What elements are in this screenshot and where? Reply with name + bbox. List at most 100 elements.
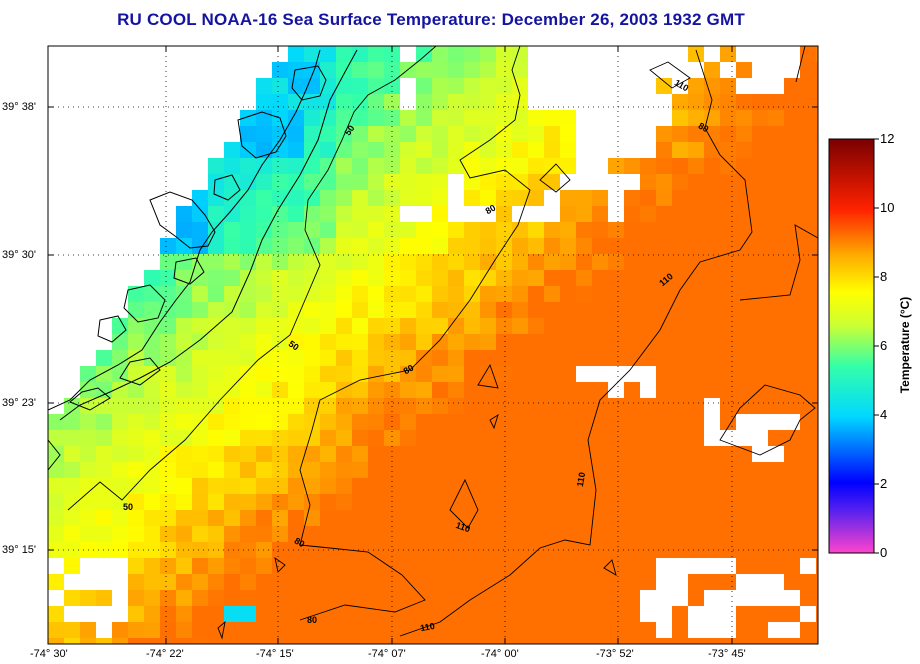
sst-pixel xyxy=(592,542,608,558)
sst-pixel xyxy=(48,494,64,510)
sst-pixel xyxy=(288,142,304,158)
sst-pixel xyxy=(272,606,288,622)
sst-pixel xyxy=(224,510,240,526)
sst-pixel xyxy=(528,398,544,414)
sst-pixel xyxy=(464,222,480,238)
sst-pixel xyxy=(240,318,256,334)
sst-pixel xyxy=(512,318,528,334)
sst-pixel xyxy=(656,270,672,286)
sst-pixel xyxy=(80,462,96,478)
sst-pixel xyxy=(272,366,288,382)
sst-pixel xyxy=(560,446,576,462)
sst-pixel xyxy=(672,622,688,638)
sst-pixel xyxy=(240,622,256,638)
sst-pixel xyxy=(400,414,416,430)
colorbar-ticks xyxy=(874,138,879,554)
sst-pixel xyxy=(96,366,112,382)
sst-pixel xyxy=(48,462,64,478)
sst-pixel xyxy=(416,126,432,142)
sst-pixel xyxy=(304,414,320,430)
sst-pixel xyxy=(704,510,720,526)
sst-pixel xyxy=(784,110,800,126)
sst-pixel xyxy=(464,414,480,430)
sst-pixel xyxy=(784,222,800,238)
sst-pixel xyxy=(384,462,400,478)
sst-pixel xyxy=(160,350,176,366)
sst-pixel xyxy=(448,542,464,558)
sst-pixel xyxy=(96,590,112,606)
sst-pixel xyxy=(208,286,224,302)
sst-pixel xyxy=(224,222,240,238)
sst-pixel xyxy=(304,606,320,622)
sst-pixel xyxy=(592,574,608,590)
sst-pixel xyxy=(480,318,496,334)
sst-pixel xyxy=(768,334,784,350)
sst-pixel xyxy=(320,142,336,158)
sst-pixel xyxy=(768,430,784,446)
sst-pixel xyxy=(96,638,112,644)
sst-pixel xyxy=(48,542,64,558)
sst-pixel xyxy=(240,270,256,286)
sst-pixel xyxy=(384,110,400,126)
sst-pixel xyxy=(544,414,560,430)
sst-pixel xyxy=(432,414,448,430)
colorbar-label-8: 8 xyxy=(880,269,888,284)
sst-pixel xyxy=(384,382,400,398)
sst-pixel xyxy=(528,222,544,238)
sst-pixel xyxy=(800,302,816,318)
sst-pixel xyxy=(608,302,624,318)
sst-pixel xyxy=(352,478,368,494)
sst-pixel xyxy=(416,94,432,110)
sst-pixel xyxy=(592,302,608,318)
sst-pixel xyxy=(224,398,240,414)
sst-pixel xyxy=(752,110,768,126)
sst-pixel xyxy=(656,190,672,206)
sst-pixel xyxy=(736,606,752,622)
sst-pixel xyxy=(608,318,624,334)
sst-pixel xyxy=(656,446,672,462)
sst-pixel xyxy=(464,126,480,142)
sst-pixel xyxy=(128,382,144,398)
sst-pixel xyxy=(400,190,416,206)
sst-pixel xyxy=(208,366,224,382)
bathymetry-contours xyxy=(67,46,818,640)
sst-pixel xyxy=(176,398,192,414)
sst-pixel xyxy=(528,238,544,254)
sst-pixel xyxy=(688,142,704,158)
sst-pixel xyxy=(256,270,272,286)
sst-pixel xyxy=(496,398,512,414)
sst-pixel xyxy=(816,302,818,318)
sst-pixel xyxy=(576,430,592,446)
sst-pixel xyxy=(416,350,432,366)
sst-pixel xyxy=(592,334,608,350)
sst-pixel xyxy=(496,110,512,126)
sst-pixel xyxy=(208,350,224,366)
sst-pixel xyxy=(768,190,784,206)
sst-pixel xyxy=(288,126,304,142)
contour-110-b xyxy=(449,478,479,529)
sst-pixel xyxy=(400,382,416,398)
sst-pixel xyxy=(352,46,368,62)
sst-pixel xyxy=(528,526,544,542)
sst-pixel xyxy=(416,398,432,414)
sst-pixel xyxy=(720,46,736,62)
sst-pixel xyxy=(704,222,720,238)
sst-pixel xyxy=(416,174,432,190)
sst-pixel xyxy=(352,350,368,366)
sst-pixel xyxy=(192,318,208,334)
sst-pixel xyxy=(560,510,576,526)
sst-pixel xyxy=(720,494,736,510)
sst-pixel xyxy=(576,526,592,542)
sst-pixel xyxy=(304,382,320,398)
sst-pixel xyxy=(304,462,320,478)
sst-pixel xyxy=(784,462,800,478)
sst-pixel xyxy=(656,158,672,174)
sst-pixel xyxy=(208,478,224,494)
sst-pixel xyxy=(656,526,672,542)
sst-pixel xyxy=(272,254,288,270)
sst-pixel xyxy=(160,462,176,478)
contour-110-d xyxy=(719,384,816,456)
sst-pixel xyxy=(192,494,208,510)
sst-pixel xyxy=(416,302,432,318)
sst-pixel xyxy=(672,270,688,286)
